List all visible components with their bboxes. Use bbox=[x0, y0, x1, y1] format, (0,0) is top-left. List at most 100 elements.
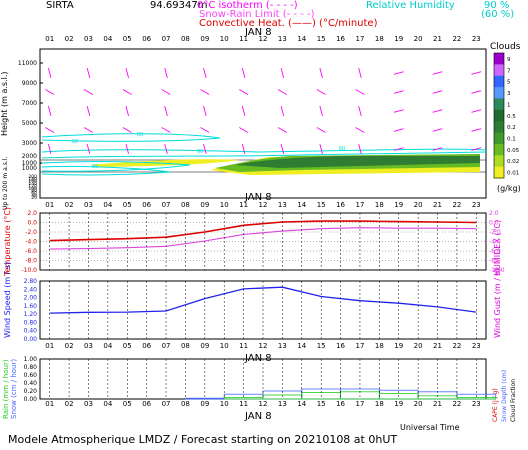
hours-top-tick: 15 bbox=[317, 35, 326, 43]
wind-barb bbox=[86, 106, 91, 116]
hours-bottom-tick: 22 bbox=[452, 400, 461, 408]
precip-ytick: 0.00 bbox=[24, 396, 38, 403]
hours-mid-tick: 06 bbox=[142, 201, 151, 209]
clouds-ytick-low: 160 bbox=[28, 179, 37, 185]
colorbar-swatch bbox=[494, 64, 504, 77]
wind-barb bbox=[471, 128, 482, 132]
hours-top-tick: 11 bbox=[239, 35, 248, 43]
hours-mid-tick: 23 bbox=[472, 201, 481, 209]
colorbar-tick: 0.01 bbox=[507, 171, 519, 177]
wind-ytick: 0.00 bbox=[24, 336, 38, 343]
rh-contour-label: 90 bbox=[197, 149, 203, 155]
colorbar-swatch bbox=[494, 98, 504, 111]
hours-wind-tick: 23 bbox=[472, 342, 481, 350]
hours-mid-tick: 18 bbox=[375, 201, 384, 209]
clouds-ytick-low: 140 bbox=[28, 181, 37, 187]
hours-mid-tick: 01 bbox=[45, 201, 54, 209]
wind-barb bbox=[358, 68, 362, 78]
wind-barb bbox=[83, 89, 94, 95]
hours-mid-tick: 15 bbox=[317, 201, 326, 209]
wind-barb bbox=[200, 89, 210, 95]
temp-ytick: -8.0 bbox=[25, 258, 37, 265]
temp-ytick: -10.0 bbox=[21, 267, 37, 274]
hours-bottom-tick: 01 bbox=[45, 400, 54, 408]
hours-top-tick: 23 bbox=[472, 35, 481, 43]
hours-wind-tick: 12 bbox=[259, 342, 268, 350]
hours-bottom-tick: 18 bbox=[375, 400, 384, 408]
rh-contour bbox=[41, 133, 221, 142]
clouds-ytick-low: 180 bbox=[28, 176, 37, 182]
humidex-ytick: 2.0 bbox=[489, 210, 499, 217]
wind-barb bbox=[355, 89, 365, 95]
wind-barb bbox=[83, 127, 94, 133]
clouds-ytick: 1000 bbox=[22, 165, 37, 172]
hours-bottom-tick: 15 bbox=[317, 400, 326, 408]
wind-barb bbox=[355, 127, 365, 133]
hours-wind-tick: 20 bbox=[414, 342, 423, 350]
wind-barb bbox=[393, 90, 404, 94]
colorbar-tick: 3 bbox=[507, 91, 511, 97]
hours-mid-tick: 07 bbox=[162, 201, 171, 209]
humidex-ytick: -8.0 bbox=[489, 258, 501, 265]
precip-ytick: 0.40 bbox=[24, 380, 38, 387]
wind-barb bbox=[319, 144, 323, 154]
wind-barb bbox=[47, 106, 52, 116]
wind-barb bbox=[432, 109, 443, 113]
precip-ytick: 1.00 bbox=[24, 356, 38, 363]
colorbar-swatch bbox=[494, 75, 504, 88]
clouds-ytick-low: 60 bbox=[31, 190, 37, 196]
wind-barb bbox=[471, 71, 482, 75]
hours-bottom-tick: 11 bbox=[239, 400, 248, 408]
hours-mid-tick: 11 bbox=[239, 201, 248, 209]
hours-wind-tick: 07 bbox=[162, 342, 171, 350]
clouds-ytick-low: 40 bbox=[31, 193, 37, 199]
hours-mid-tick: 12 bbox=[259, 201, 268, 209]
humidex-ytick: 0.0 bbox=[489, 220, 499, 227]
hours-wind-tick: 09 bbox=[200, 342, 209, 350]
hours-wind-tick: 18 bbox=[375, 342, 384, 350]
rh-contour-label: 90 bbox=[92, 164, 98, 170]
hours-top-tick: 03 bbox=[84, 35, 93, 43]
clouds-ytick-low: 120 bbox=[28, 183, 37, 189]
wind-barb bbox=[319, 68, 323, 78]
hours-wind-tick: 08 bbox=[181, 342, 190, 350]
colorbar-swatch bbox=[494, 109, 504, 122]
colorbar-swatch bbox=[494, 155, 504, 168]
hours-top-tick: 06 bbox=[142, 35, 151, 43]
wind-barb bbox=[432, 71, 443, 75]
colorbar-tick: 0.5 bbox=[507, 114, 516, 120]
hours-mid-tick: 22 bbox=[452, 201, 461, 209]
forecast-caption: Modele Atmospherique LMDZ / Forecast sta… bbox=[8, 433, 398, 446]
wind-barb bbox=[277, 127, 287, 133]
hours-wind-tick: 01 bbox=[45, 342, 54, 350]
hours-mid-tick: 05 bbox=[123, 201, 132, 209]
wind-barb bbox=[241, 68, 246, 78]
temp-ytick: 2.0 bbox=[27, 210, 37, 217]
wind-speed-line bbox=[49, 286, 477, 314]
wind-barb bbox=[241, 144, 246, 154]
rain-bar bbox=[456, 396, 497, 400]
hours-mid-tick: 17 bbox=[355, 201, 364, 209]
wind-barb bbox=[47, 68, 52, 78]
wind-barb bbox=[277, 89, 287, 95]
hours-mid-tick: 13 bbox=[278, 201, 287, 209]
legend-isotherm: 0°C isotherm (- - - -) bbox=[197, 0, 298, 11]
legend-convective: Convective Heat. (——) (°C/minute) bbox=[199, 18, 378, 29]
cloud-fraction-bar bbox=[340, 388, 380, 400]
hours-top-tick: 12 bbox=[259, 35, 268, 43]
wind-barb bbox=[125, 106, 129, 116]
colorbar-tick: 1 bbox=[507, 102, 511, 108]
wind-barb bbox=[203, 68, 207, 78]
hours-top-tick: 14 bbox=[297, 35, 306, 43]
wind-barb bbox=[432, 128, 443, 132]
clouds-ytick: 2000 bbox=[22, 153, 37, 160]
hours-bottom-tick: 06 bbox=[142, 400, 151, 408]
hours-bottom-tick: 14 bbox=[297, 400, 306, 408]
colorbar-tick: 9 bbox=[507, 57, 511, 63]
wind-barb bbox=[86, 144, 91, 154]
hours-top-tick: 20 bbox=[414, 35, 423, 43]
wind-barb bbox=[393, 147, 404, 151]
hours-wind-tick: 10 bbox=[220, 342, 229, 350]
hours-bottom-tick: 10 bbox=[220, 400, 229, 408]
date-label-bottom: JAN 8 bbox=[245, 411, 272, 422]
